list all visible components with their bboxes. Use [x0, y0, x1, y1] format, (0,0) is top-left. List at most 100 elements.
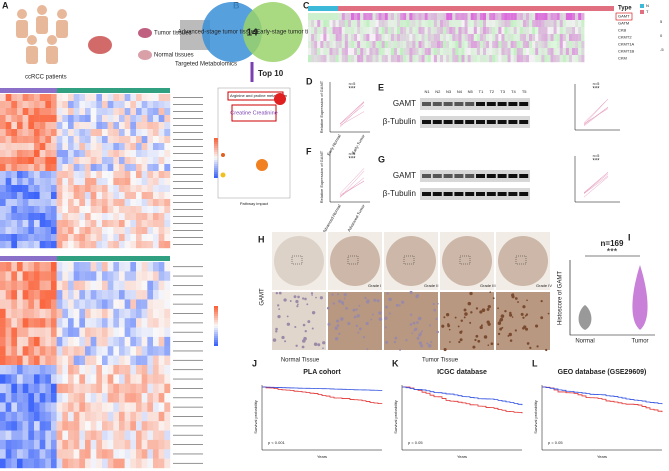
cell [153, 94, 159, 102]
cell [113, 234, 120, 242]
cell [96, 150, 103, 158]
cell [153, 374, 159, 384]
cell [62, 171, 69, 179]
cell [547, 48, 551, 56]
cell [0, 227, 6, 235]
cell [153, 178, 159, 186]
cell [62, 374, 69, 384]
cell [147, 94, 154, 102]
cell [529, 20, 533, 28]
pair-line [339, 180, 365, 197]
cell [124, 411, 131, 422]
zoom-box [459, 255, 471, 265]
cell [136, 393, 142, 403]
cell [28, 458, 35, 469]
axis [401, 385, 522, 451]
cell [297, 295, 300, 299]
cell [436, 34, 441, 42]
cell [79, 365, 86, 375]
cell [113, 192, 120, 200]
cell [427, 343, 432, 348]
cell [486, 48, 490, 56]
cell [107, 336, 114, 347]
cell [17, 421, 23, 431]
cell [581, 34, 585, 42]
pair-line [339, 101, 365, 125]
cell [17, 122, 23, 130]
cell [141, 393, 148, 403]
pair-line [339, 111, 365, 126]
cell [17, 143, 23, 151]
cell [498, 48, 502, 56]
row-label-line [173, 285, 203, 286]
cell [356, 314, 360, 318]
cell [473, 20, 477, 28]
cell [96, 241, 103, 249]
cell [0, 299, 6, 310]
axis-label: Survival probability [533, 400, 538, 434]
cell [17, 136, 23, 144]
cell [56, 383, 63, 394]
cell [85, 220, 91, 228]
cell [0, 192, 6, 200]
cell [461, 27, 465, 35]
cell [102, 290, 108, 300]
cell [164, 439, 171, 450]
cell [409, 313, 413, 316]
cell [22, 185, 29, 193]
cell [153, 355, 159, 366]
cell [153, 157, 159, 165]
cell [22, 101, 29, 109]
panel-letter: I [628, 232, 631, 242]
cell [158, 164, 165, 172]
cell [341, 48, 345, 56]
cell [153, 290, 159, 300]
cell [68, 439, 74, 450]
cell [357, 20, 361, 28]
cell [124, 365, 131, 375]
cell [415, 55, 419, 63]
cell [34, 402, 40, 413]
group-bar [0, 88, 57, 93]
band [432, 102, 442, 106]
cell [68, 355, 74, 366]
cell [464, 34, 468, 42]
km-low [262, 386, 383, 391]
cell [96, 402, 103, 413]
cell [415, 20, 419, 28]
cell [107, 136, 114, 144]
cell [553, 55, 557, 63]
cell [556, 34, 560, 42]
cell [487, 305, 491, 309]
band [422, 192, 431, 196]
cell [119, 327, 125, 338]
cell [85, 439, 91, 450]
cell [510, 55, 514, 63]
cell [412, 27, 416, 35]
cell [417, 316, 422, 321]
cell [85, 171, 91, 179]
cell [486, 20, 490, 28]
cell [317, 27, 321, 35]
cell [73, 271, 80, 281]
cell [39, 136, 46, 144]
cell [102, 449, 108, 459]
cell [130, 227, 137, 235]
cell [51, 271, 57, 281]
cell [90, 199, 97, 207]
cell [45, 421, 52, 431]
row-label-line [173, 359, 203, 361]
cell [347, 321, 351, 326]
cell [479, 20, 484, 28]
cell [39, 374, 46, 384]
cell [0, 290, 6, 300]
cell [124, 308, 131, 319]
cell [90, 402, 97, 413]
cell [153, 262, 159, 272]
cell [85, 355, 91, 366]
cell [79, 449, 86, 459]
cell [553, 20, 557, 28]
cell [158, 129, 165, 137]
cell [323, 41, 327, 49]
cell [164, 157, 171, 165]
